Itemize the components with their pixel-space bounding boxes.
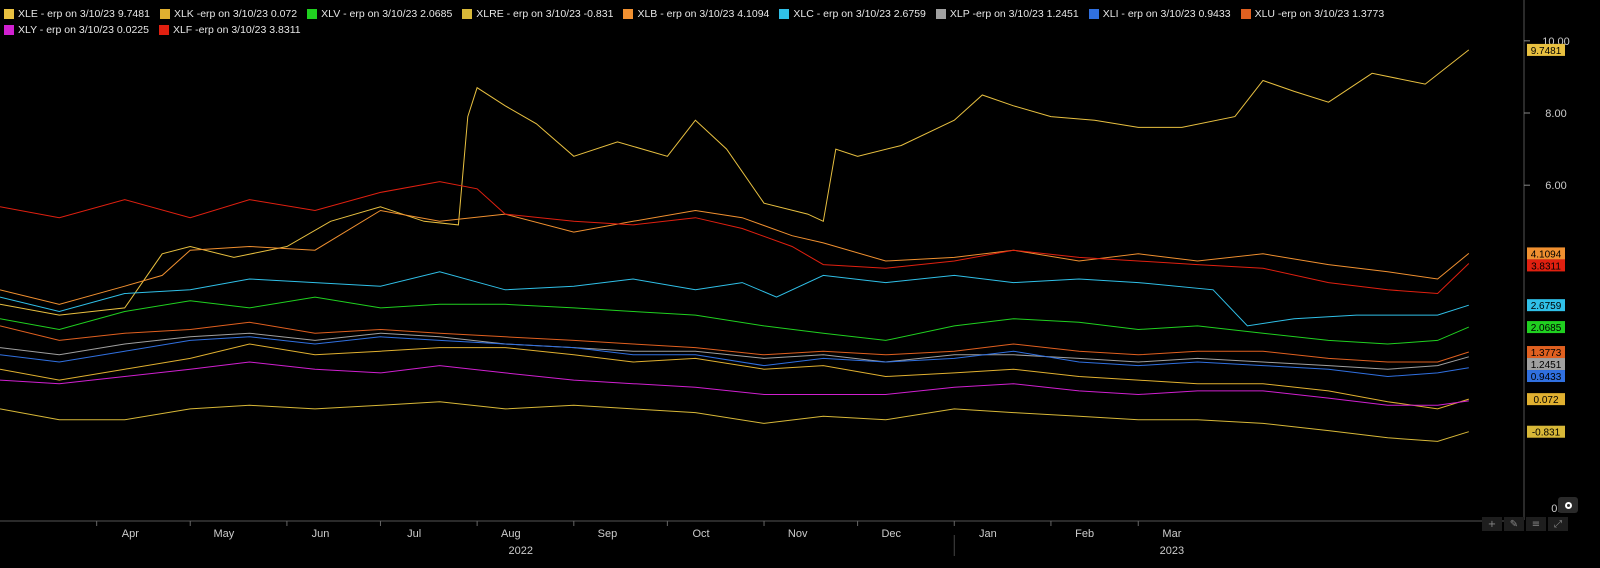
- legend-label: XLK -erp on 3/10/23 0.072: [173, 8, 298, 20]
- legend-item-xly[interactable]: XLY - erp on 3/10/23 0.0225: [4, 24, 149, 36]
- legend-item-xlp[interactable]: XLP -erp on 3/10/23 1.2451: [935, 8, 1079, 20]
- x-tick-label-month: Aug: [501, 528, 521, 540]
- svg-text:-0.831: -0.831: [1532, 428, 1561, 439]
- legend-label: XLY - erp on 3/10/23 0.0225: [18, 24, 149, 36]
- legend-swatch: [307, 9, 318, 19]
- legend-item-xlf[interactable]: XLF -erp on 3/10/23 3.8311: [158, 24, 301, 36]
- series-line-xli: [0, 336, 1469, 378]
- legend-item-xlu[interactable]: XLU -erp on 3/10/23 1.3773: [1240, 8, 1385, 20]
- legend-label: XLU -erp on 3/10/23 1.3773: [1254, 8, 1385, 20]
- value-badge-xlu: 1.3773: [1527, 346, 1565, 359]
- svg-text:3.8311: 3.8311: [1531, 261, 1561, 272]
- value-badge-xlp: 1.2451: [1527, 358, 1565, 371]
- legend-swatch: [623, 9, 634, 19]
- svg-text:9.7481: 9.7481: [1531, 46, 1562, 57]
- svg-text:0.072: 0.072: [1533, 395, 1558, 406]
- series-line-xlre: [0, 401, 1469, 442]
- y-tick-label: 6.00: [1545, 180, 1566, 192]
- legend-item-xlc[interactable]: XLC - erp on 3/10/23 2.6759: [779, 8, 926, 20]
- series-line-xlk: [0, 343, 1469, 410]
- legend-row: XLY - erp on 3/10/23 0.0225 XLF -erp on 3…: [4, 22, 1544, 38]
- x-tick-label-month: Oct: [692, 528, 709, 540]
- svg-text:0.9433: 0.9433: [1531, 372, 1562, 383]
- series-line-xlu: [0, 321, 1469, 363]
- legend-item-xle[interactable]: XLE - erp on 3/10/23 9.7481: [4, 8, 150, 20]
- x-tick-label-month: Jul: [407, 528, 421, 540]
- svg-text:2.6759: 2.6759: [1531, 301, 1562, 312]
- legend-label: XLV - erp on 3/10/23 2.0685: [321, 8, 453, 20]
- series-line-xle: [0, 49, 1470, 316]
- x-tick-label-month: Sep: [598, 528, 618, 540]
- value-badge-xli: 0.9433: [1527, 370, 1565, 383]
- circle-icon: [1564, 501, 1572, 509]
- legend-label: XLRE - erp on 3/10/23 -0.831: [476, 8, 614, 20]
- legend-swatch: [462, 9, 473, 19]
- legend-item-xli[interactable]: XLI - erp on 3/10/23 0.9433: [1088, 8, 1231, 20]
- legend-item-xlv[interactable]: XLV - erp on 3/10/23 2.0685: [307, 8, 452, 20]
- legend-label: XLC - erp on 3/10/23 2.6759: [793, 8, 926, 20]
- y-axis-panel: [1524, 0, 1600, 568]
- x-tick-label-month: Nov: [788, 528, 808, 540]
- series-line-xlf: [0, 181, 1470, 295]
- value-badge-xlc: 2.6759: [1527, 299, 1565, 312]
- x-tick-label-month: Apr: [122, 528, 139, 540]
- legend-row: XLE - erp on 3/10/23 9.7481 XLK -erp on 3…: [4, 6, 1544, 22]
- value-badge-xlf: 3.8311: [1527, 259, 1565, 272]
- x-tick-label-month: Dec: [881, 528, 901, 540]
- svg-text:2.0685: 2.0685: [1531, 323, 1562, 334]
- series-line-xlv: [0, 296, 1469, 345]
- list-icon[interactable]: ≡: [1526, 517, 1546, 531]
- legend-item-xlb[interactable]: XLB - erp on 3/10/23 4.1094: [623, 8, 769, 20]
- series-line-xlb: [0, 209, 1470, 305]
- draw-icon[interactable]: ✎: [1504, 517, 1524, 531]
- legend-swatch: [1240, 9, 1251, 19]
- legend: XLE - erp on 3/10/23 9.7481 XLK -erp on 3…: [4, 6, 1544, 38]
- series-layer: [0, 49, 1470, 442]
- series-line-xlp: [0, 332, 1469, 370]
- value-badge-xlre: -0.831: [1527, 425, 1565, 439]
- legend-swatch: [159, 9, 170, 19]
- expand-icon[interactable]: ⤢: [1548, 517, 1568, 531]
- settings-circle-button[interactable]: [1558, 497, 1578, 513]
- legend-label: XLE - erp on 3/10/23 9.7481: [18, 8, 150, 20]
- value-badge-xlb: 4.1094: [1527, 247, 1565, 260]
- value-badge-xlv: 2.0685: [1527, 321, 1565, 334]
- legend-swatch: [935, 9, 946, 19]
- legend-label: XLF -erp on 3/10/23 3.8311: [172, 24, 301, 36]
- x-tick-label-year: 2022: [509, 545, 533, 557]
- legend-swatch: [158, 25, 169, 35]
- x-tick-label-year: 2023: [1160, 545, 1184, 557]
- series-line-xlc: [0, 271, 1469, 327]
- legend-label: XLI - erp on 3/10/23 0.9433: [1102, 8, 1231, 20]
- legend-swatch: [1088, 9, 1099, 19]
- legend-item-xlre[interactable]: XLRE - erp on 3/10/23 -0.831: [462, 8, 613, 20]
- svg-text:1.2451: 1.2451: [1531, 360, 1562, 371]
- y-tick-label: 8.00: [1545, 108, 1566, 120]
- series-line-xly: [0, 361, 1469, 406]
- x-tick-label-month: Jun: [312, 528, 330, 540]
- legend-item-xlk[interactable]: XLK -erp on 3/10/23 0.072: [159, 8, 298, 20]
- legend-label: XLP -erp on 3/10/23 1.2451: [949, 8, 1079, 20]
- svg-text:1.3773: 1.3773: [1531, 348, 1562, 359]
- svg-text:4.1094: 4.1094: [1531, 249, 1562, 260]
- x-tick-label-month: Mar: [1162, 528, 1181, 540]
- value-badge-xlk: 0.072: [1527, 393, 1565, 406]
- legend-swatch: [4, 9, 14, 19]
- value-badge-xle: 9.7481: [1527, 43, 1565, 57]
- crosshair-icon[interactable]: +: [1482, 517, 1502, 531]
- legend-swatch: [4, 25, 14, 35]
- x-tick-label-month: Feb: [1075, 528, 1094, 540]
- x-tick-label-month: Jan: [979, 528, 997, 540]
- legend-label: XLB - erp on 3/10/23 4.1094: [637, 8, 770, 20]
- chart-toolbar: + ✎ ≡ ⤢: [1482, 517, 1568, 531]
- legend-swatch: [779, 9, 790, 19]
- x-tick-label-month: May: [213, 528, 234, 540]
